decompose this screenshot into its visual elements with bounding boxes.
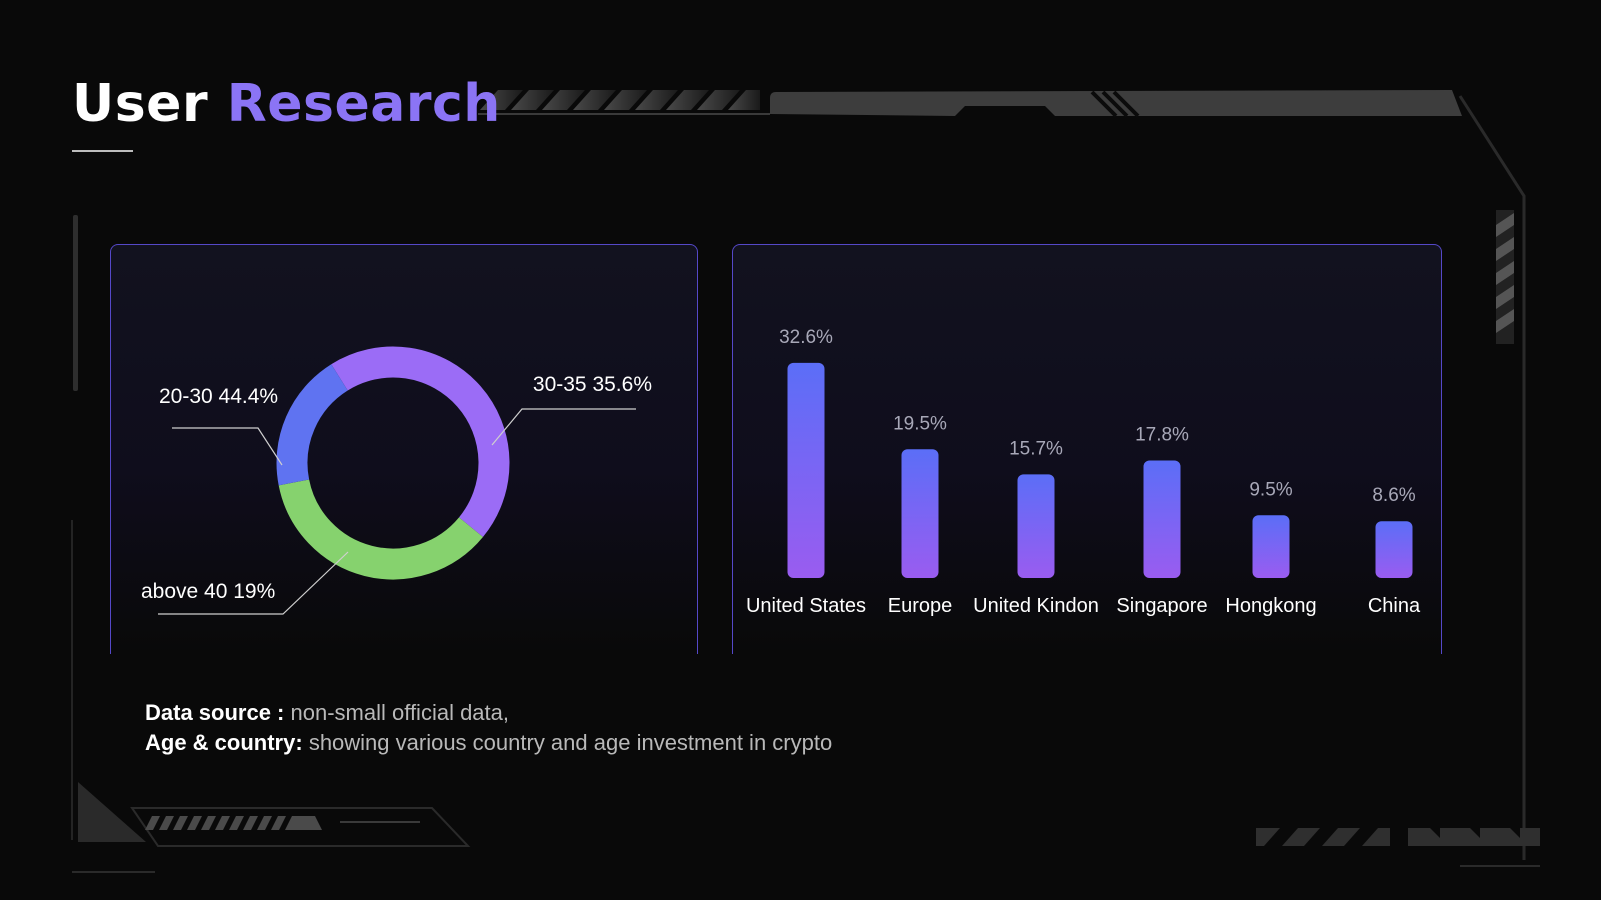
- age-country-label: Age & country:: [145, 730, 303, 755]
- age-donut-chart: 20-30 44.4% 30-35 35.6% above 40 19%: [141, 346, 652, 615]
- bar-value-label: 17.8%: [1135, 425, 1189, 446]
- bottom-left-stripes: [145, 816, 322, 830]
- age-chart-panel: [110, 244, 698, 654]
- bar-singapore: [1143, 460, 1181, 578]
- page-title: User Research: [72, 78, 501, 130]
- bar-united-kindon: [1017, 474, 1055, 578]
- donut-slice-label: 30-35 35.6%: [533, 373, 652, 396]
- donut-leader-line: [172, 427, 283, 466]
- title-underline: [72, 150, 133, 152]
- bottom-right-stripes: [1256, 828, 1540, 846]
- age-country-note: Age & country: showing various country a…: [145, 732, 832, 754]
- bar-category-label: United States: [746, 595, 866, 617]
- data-source-note: Data source : non-small official data,: [145, 702, 509, 724]
- donut-slice-20-30: [331, 346, 510, 538]
- right-stripes: [1496, 213, 1514, 333]
- bar-value-label: 19.5%: [893, 413, 947, 434]
- bar-value-label: 15.7%: [1009, 438, 1063, 459]
- top-stripes: [480, 90, 760, 110]
- bar-united-states: [787, 362, 825, 578]
- bar-value-label: 9.5%: [1249, 479, 1292, 500]
- bar-hongkong: [1252, 515, 1290, 578]
- bar-category-label: China: [1368, 595, 1421, 617]
- country-chart-panel: [732, 244, 1442, 654]
- donut-slice-label: above 40 19%: [141, 580, 275, 603]
- left-scroll-bar: [73, 215, 78, 391]
- donut-slice-above-40: [276, 364, 349, 486]
- country-bar-chart: 32.6% United States 19.5% Europe 15.7% United…: [746, 327, 1421, 617]
- bar-china: [1375, 521, 1413, 578]
- data-source-label: Data source :: [145, 700, 285, 725]
- age-country-value: showing various country and age investme…: [308, 730, 833, 755]
- donut-leader-line: [158, 551, 349, 615]
- donut-leader-line: [491, 408, 636, 446]
- data-source-value: non-small official data,: [290, 700, 510, 725]
- donut-slice-label: 20-30 44.4%: [159, 385, 278, 408]
- bar-value-label: 8.6%: [1372, 485, 1415, 506]
- bar-category-label: Europe: [888, 595, 953, 617]
- bar-europe: [901, 449, 939, 578]
- bar-category-label: Hongkong: [1225, 595, 1316, 617]
- bottom-left-corner: [78, 782, 146, 842]
- bar-category-label: United Kindon: [973, 595, 1099, 617]
- title-word-research: Research: [226, 74, 501, 134]
- top-bar-slashes: [1090, 90, 1140, 118]
- bar-value-label: 32.6%: [779, 327, 833, 348]
- bar-category-label: Singapore: [1116, 595, 1207, 617]
- title-word-user: User: [72, 74, 209, 134]
- right-frame-line: [1458, 95, 1526, 860]
- donut-slice-30-35: [278, 479, 483, 580]
